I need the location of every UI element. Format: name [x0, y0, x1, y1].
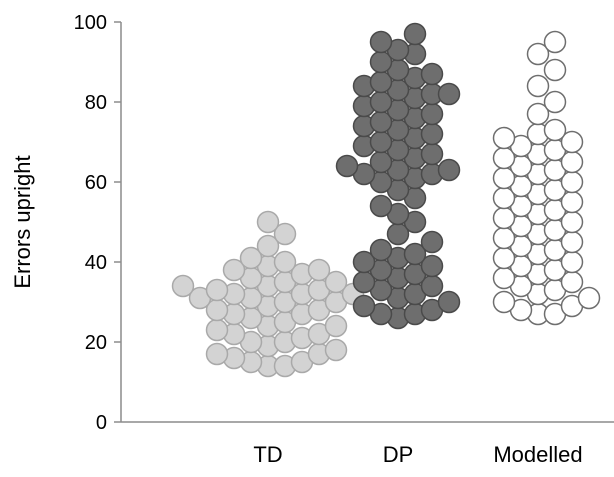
x-category-label-modelled: Modelled: [493, 442, 582, 467]
data-point-td-32: [205, 318, 229, 342]
data-point-td-41: [205, 342, 229, 366]
data-point-dp-0: [403, 22, 427, 46]
data-points: [171, 22, 601, 378]
data-point-dp-22: [420, 122, 444, 146]
x-category-label-dp: DP: [383, 442, 414, 467]
data-point-dp-32: [437, 158, 461, 182]
y-tick-label: 0: [96, 412, 107, 434]
x-category-labels: TD DP Modelled: [253, 442, 582, 467]
y-axis-title: Errors upright: [10, 155, 35, 288]
y-tick-label: 40: [85, 252, 107, 274]
data-point-dp-47: [352, 250, 376, 274]
data-point-dp-6: [420, 62, 444, 86]
x-category-label-td: TD: [253, 442, 282, 467]
data-point-td-2: [256, 234, 280, 258]
data-point-modelled-5: [526, 102, 550, 126]
data-point-td-6: [222, 258, 246, 282]
data-point-td-3: [239, 246, 263, 270]
data-point-dp-45: [403, 242, 427, 266]
y-tick-label: 20: [85, 332, 107, 354]
data-point-td-7: [307, 258, 331, 282]
data-point-td-13: [171, 274, 195, 298]
data-point-modelled-6: [543, 118, 567, 142]
data-point-dp-48: [420, 254, 444, 278]
data-point-dp-27: [420, 142, 444, 166]
data-point-td-39: [324, 338, 348, 362]
data-point-modelled-49: [492, 290, 516, 314]
data-point-td-4: [273, 250, 297, 274]
data-point-dp-12: [437, 82, 461, 106]
data-point-modelled-1: [526, 42, 550, 66]
data-point-dp-1: [369, 30, 393, 54]
data-point-modelled-2: [543, 58, 567, 82]
data-point-dp-57: [437, 290, 461, 314]
y-ticks: 0 20 40 60 80 100: [74, 12, 121, 434]
data-point-modelled-8: [492, 126, 516, 150]
data-point-td-31: [324, 314, 348, 338]
data-point-td-15: [205, 278, 229, 302]
data-point-dp-30: [335, 154, 359, 178]
data-point-modelled-9: [560, 130, 584, 154]
data-point-dp-43: [420, 230, 444, 254]
data-point-modelled-48: [577, 286, 601, 310]
data-point-modelled-4: [543, 90, 567, 114]
data-point-dp-44: [369, 238, 393, 262]
data-point-td-1: [273, 222, 297, 246]
data-point-dp-17: [420, 102, 444, 126]
x-axis: TD DP Modelled: [121, 421, 614, 467]
data-point-dp-58: [352, 294, 376, 318]
data-point-td-11: [324, 270, 348, 294]
y-tick-label: 60: [85, 172, 107, 194]
data-point-modelled-3: [526, 74, 550, 98]
data-point-modelled-0: [543, 30, 567, 54]
y-tick-label: 80: [85, 92, 107, 114]
data-point-dp-39: [369, 194, 393, 218]
y-tick-label: 100: [74, 12, 107, 34]
y-axis: 0 20 40 60 80 100: [74, 12, 122, 434]
data-point-td-0: [256, 210, 280, 234]
